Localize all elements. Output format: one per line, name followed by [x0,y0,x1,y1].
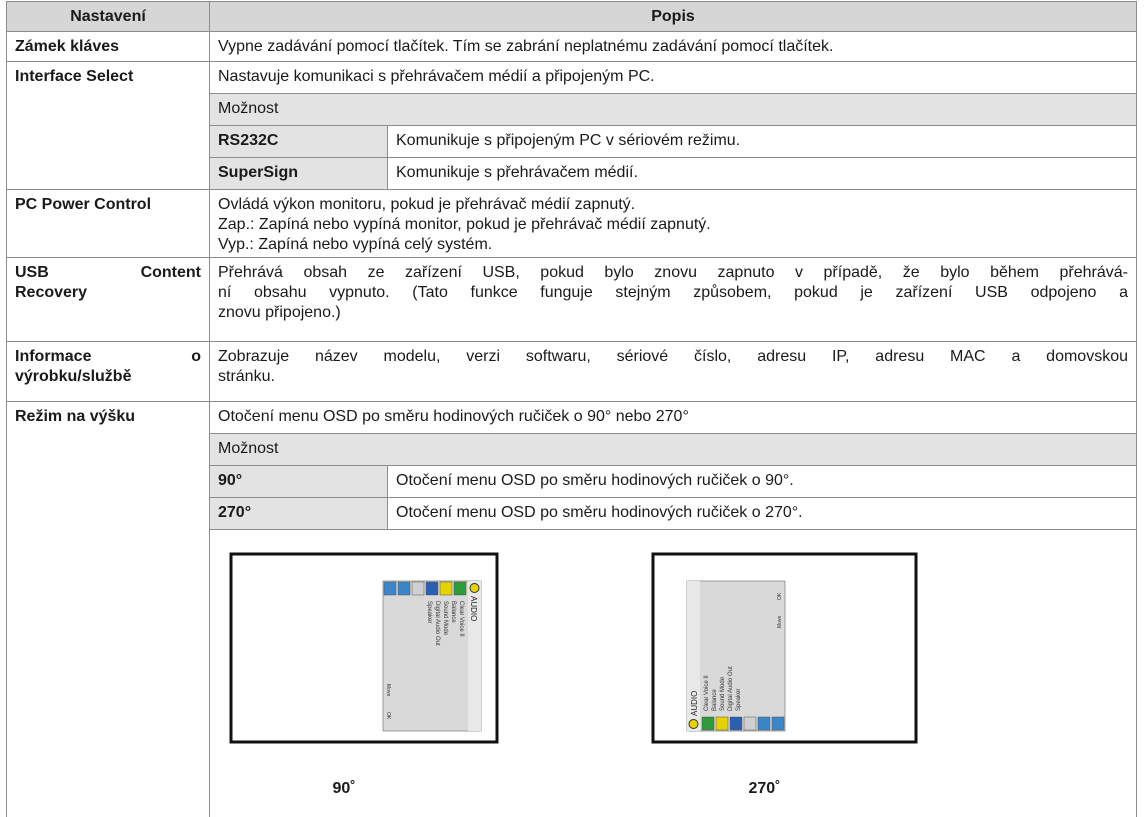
osd-icon [744,717,756,730]
osd-hint: OK [385,712,391,720]
osd-item: Clear Voice II [458,601,464,637]
text-line: Zobrazuje název modelu, verzi softwaru, … [218,347,1128,367]
setting-row: Zámek kláves Vypne zadávání pomocí tlačít… [7,32,1137,62]
osd-icon [440,582,452,595]
osd-icon [412,582,424,595]
text-line: Režim na výšku [15,407,201,427]
header-cell: Popis [210,2,1137,32]
osd-icon [772,717,784,730]
text-line: Otočení menu OSD po směru hodinových ruč… [218,407,1128,427]
osd-item: Speaker [426,601,432,623]
option-description: Komunikuje s připojeným PC v sériovém re… [388,126,1137,158]
osd-item: Balance [450,601,456,623]
settings-table: Nastavení Popis Zámek kláves Vypne zadává… [6,1,1137,817]
osd-item: Balance [712,689,718,711]
osd-item: Sound Mode [720,676,726,711]
osd-icon [454,582,466,595]
text-line: Vypne zadávání pomocí tlačítek. Tím se z… [218,37,1128,57]
osd-icon [758,717,770,730]
osd-hint: Move [385,684,391,696]
option-label: Možnost [210,94,1137,126]
osd-icon [730,717,742,730]
option-name: 90° [210,466,388,498]
illustration-caption: 90˚ [332,780,355,797]
text-line: Zámek kláves [15,37,201,57]
option-description: Otočení menu OSD po směru hodinových ruč… [388,498,1137,530]
option-name: RS232C [210,126,388,158]
option-description: Komunikuje s přehrávačem médií. [388,158,1137,190]
header-row: Nastavení Popis [7,2,1137,32]
setting-name: Interface Select [7,62,210,190]
text-line: Nastavuje komunikaci s přehrávačem médií… [218,67,1128,87]
description: Nastavuje komunikaci s přehrávačem médií… [210,62,1137,94]
osd-hint: Move [777,616,783,628]
osd-item: Digital Audio Out [728,666,734,711]
text-line: výrobku/službě [15,367,201,387]
description: Přehrává obsah ze zařízení USB, pokud by… [210,258,1137,342]
osd-hint: OK [777,592,783,600]
text-line: Přehrává obsah ze zařízení USB, pokud by… [218,263,1128,283]
setting-name: PC Power Control [7,190,210,258]
text-line: Informace o [15,347,201,367]
osd-icon [384,582,396,595]
option-name: SuperSign [210,158,388,190]
description: Ovládá výkon monitoru, pokud je přehráva… [210,190,1137,258]
osd-item: Clear Voice II [704,675,710,711]
osd-title: AUDIO [469,596,478,621]
osd-icon [716,717,728,730]
text-line: znovu připojeno.) [218,303,1128,323]
text-line: Zap.: Zapíná nebo vypíná monitor, pokud … [218,215,1128,235]
setting-row: Interface Select Nastavuje komunikaci s p… [7,62,1137,94]
text-line: PC Power Control [15,195,201,215]
illustration-caption: 270˚ [748,780,780,797]
option-description: Otočení menu OSD po směru hodinových ruč… [388,466,1137,498]
table-body: Zámek kláves Vypne zadávání pomocí tlačít… [7,32,1137,817]
description: Vypne zadávání pomocí tlačítek. Tím se z… [210,32,1137,62]
option-name: 270° [210,498,388,530]
text-line: stránku. [218,367,1128,387]
text-line: Recovery [15,283,201,303]
osd-item: Digital Audio Out [434,601,440,646]
text-line: Ovládá výkon monitoru, pokud je přehráva… [218,195,1128,215]
osd-icon [426,582,438,595]
osd-title: AUDIO [690,691,699,716]
text-line: ní obsahu vypnuto. (Tato funkce funguje … [218,283,1128,303]
osd-title-icon [470,584,479,593]
setting-row: Režim na výšku Otočení menu OSD po směru … [7,402,1137,434]
setting-row: PC Power Control Ovládá výkon monitoru, p… [7,190,1137,258]
osd-icon [398,582,410,595]
description: Otočení menu OSD po směru hodinových ruč… [210,402,1137,434]
text-line: USB Content [15,263,201,283]
text-line: Interface Select [15,67,201,87]
osd-item: Speaker [736,689,742,711]
option-label: Možnost [210,434,1137,466]
osd-title-icon [689,720,698,729]
text-line: Vyp.: Zapíná nebo vypíná celý systém. [218,235,1128,255]
header-cell: Nastavení [7,2,210,32]
description: Zobrazuje název modelu, verzi softwaru, … [210,342,1137,402]
osd-icon [702,717,714,730]
setting-name: Zámek kláves [7,32,210,62]
setting-name: Režim na výšku [7,402,210,817]
osd-item: Sound Mode [442,601,448,636]
